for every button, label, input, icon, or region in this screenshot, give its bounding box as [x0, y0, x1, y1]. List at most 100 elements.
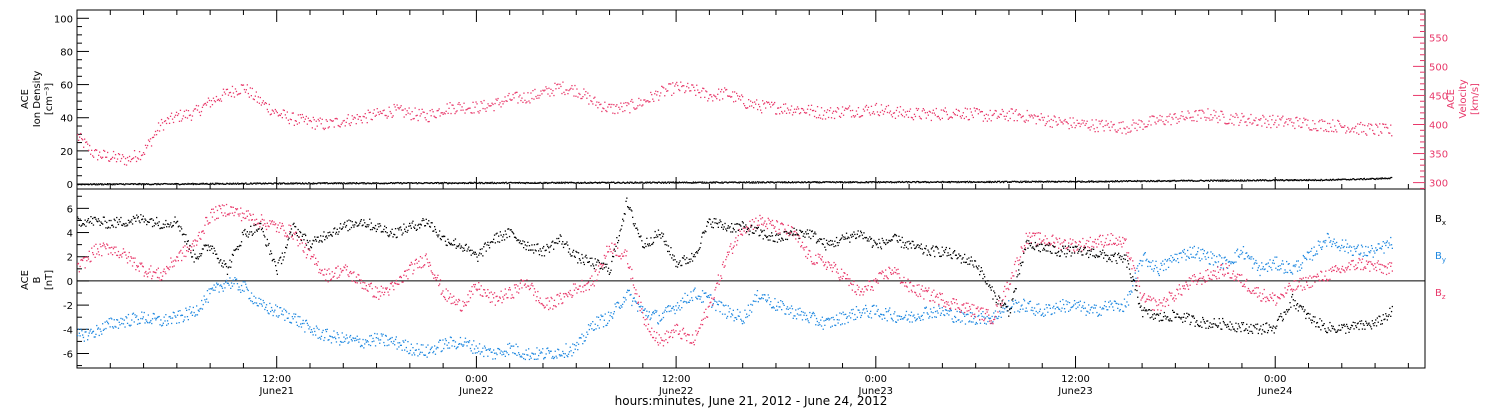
- data-point: [1319, 179, 1321, 181]
- data-point: [93, 183, 95, 185]
- data-point: [474, 181, 476, 184]
- data-point: [598, 101, 600, 104]
- data-point: [233, 283, 235, 285]
- data-point: [235, 278, 238, 280]
- data-point: [1222, 113, 1224, 115]
- data-point: [682, 181, 684, 183]
- data-point: [650, 182, 652, 184]
- data-point: [849, 312, 851, 314]
- data-point: [787, 182, 789, 184]
- data-point: [830, 117, 833, 119]
- data-point: [613, 311, 615, 313]
- data-point: [358, 183, 360, 185]
- data-point: [579, 337, 581, 339]
- data-point: [1322, 120, 1324, 122]
- data-point: [1027, 120, 1029, 122]
- data-point: [1044, 181, 1047, 183]
- data-point: [624, 297, 626, 299]
- data-point: [554, 350, 556, 352]
- data-point: [613, 104, 615, 106]
- data-point: [1288, 179, 1290, 181]
- data-point: [86, 183, 88, 185]
- data-point: [1305, 118, 1307, 120]
- data-point: [548, 182, 550, 184]
- data-point: [334, 336, 336, 338]
- data-point: [1046, 180, 1048, 182]
- data-point: [776, 182, 778, 184]
- data-point: [1016, 302, 1018, 304]
- data-point: [466, 182, 468, 185]
- data-point: [439, 182, 441, 184]
- top-left-tick-label: 40: [60, 114, 73, 125]
- data-point: [242, 183, 244, 185]
- data-point: [508, 353, 510, 356]
- data-point: [1309, 179, 1311, 181]
- data-point: [859, 311, 861, 314]
- data-point: [177, 310, 179, 312]
- data-point: [626, 182, 628, 184]
- data-point: [359, 345, 362, 348]
- data-point: [672, 82, 674, 84]
- data-point: [215, 183, 217, 185]
- data-point: [218, 291, 220, 293]
- data-point: [136, 157, 139, 159]
- data-point: [1182, 250, 1184, 252]
- data-point: [261, 183, 263, 185]
- data-point: [660, 319, 662, 321]
- data-point: [638, 97, 640, 100]
- data-point: [743, 322, 745, 324]
- data-point: [82, 334, 84, 336]
- data-point: [436, 110, 438, 112]
- data-point: [258, 297, 260, 299]
- data-point: [834, 324, 836, 326]
- data-point: [1236, 250, 1238, 252]
- data-point: [295, 313, 297, 315]
- data-point: [1367, 178, 1369, 180]
- data-point: [1056, 181, 1058, 183]
- data-point: [1003, 181, 1005, 183]
- data-point: [1034, 180, 1036, 182]
- data-point: [586, 182, 588, 184]
- data-point: [1258, 265, 1260, 267]
- data-point: [202, 104, 205, 106]
- data-point: [689, 90, 691, 92]
- data-point: [631, 304, 633, 307]
- data-point: [892, 320, 894, 322]
- data-point: [754, 294, 756, 296]
- data-point: [1118, 181, 1120, 183]
- data-point: [124, 184, 126, 186]
- data-point: [1016, 181, 1019, 183]
- data-point: [383, 183, 386, 185]
- data-point: [331, 182, 333, 184]
- data-point: [1043, 315, 1045, 317]
- data-point: [262, 182, 264, 184]
- data-point: [259, 303, 261, 305]
- data-point: [705, 90, 707, 92]
- data-point: [445, 182, 447, 184]
- data-point: [1067, 123, 1069, 125]
- data-point: [1017, 181, 1019, 183]
- data-point: [1349, 131, 1351, 133]
- data-point: [372, 112, 374, 114]
- data-point: [994, 310, 997, 312]
- data-point: [949, 310, 951, 312]
- data-point: [1308, 178, 1310, 181]
- data-point: [1077, 122, 1079, 125]
- data-point: [1358, 178, 1360, 180]
- data-point: [1022, 308, 1024, 310]
- data-point: [324, 337, 326, 339]
- data-point: [1189, 117, 1191, 119]
- data-point: [948, 314, 950, 316]
- data-point: [759, 181, 761, 183]
- data-point: [78, 183, 80, 185]
- data-point: [110, 317, 112, 319]
- data-point: [560, 181, 563, 183]
- data-point: [384, 114, 386, 117]
- data-point: [1216, 179, 1218, 181]
- data-point: [1108, 180, 1110, 182]
- data-point: [750, 303, 752, 306]
- data-point: [340, 182, 342, 184]
- data-point: [518, 354, 521, 356]
- data-point: [616, 182, 618, 184]
- data-point: [1234, 180, 1236, 182]
